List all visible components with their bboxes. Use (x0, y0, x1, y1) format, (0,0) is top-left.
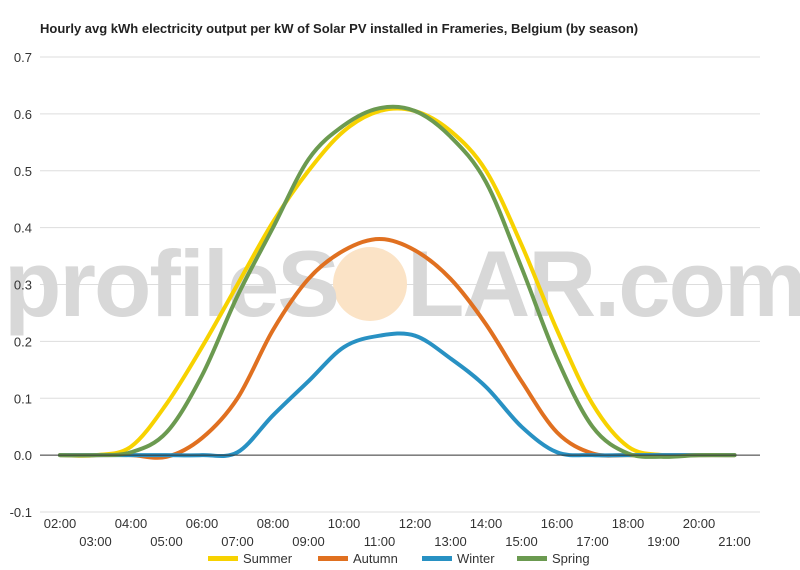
x-tick-label: 07:00 (221, 534, 254, 549)
x-tick-label: 06:00 (186, 516, 219, 531)
x-tick-label: 19:00 (647, 534, 680, 549)
legend-swatch-spring[interactable] (517, 556, 547, 561)
x-tick-label: 10:00 (328, 516, 361, 531)
x-axis: 02:00 04:00 06:00 08:00 10:00 12:00 14:00 16:00… (44, 516, 751, 549)
watermark-text-left: profileS (4, 231, 338, 336)
x-tick-label: 08:00 (257, 516, 290, 531)
x-tick-label: 20:00 (683, 516, 716, 531)
legend-label-autumn[interactable]: Autumn (353, 551, 398, 566)
legend-swatch-summer[interactable] (208, 556, 238, 561)
x-tick-label: 13:00 (434, 534, 467, 549)
legend: Summer Autumn Winter Spring (208, 551, 590, 566)
x-tick-label: 14:00 (470, 516, 503, 531)
y-axis: 0.7 0.6 0.5 0.4 0.3 0.2 0.1 0.0 -0.1 (10, 50, 760, 520)
legend-label-winter[interactable]: Winter (457, 551, 495, 566)
x-tick-label: 21:00 (718, 534, 751, 549)
x-tick-label: 03:00 (79, 534, 112, 549)
legend-swatch-autumn[interactable] (318, 556, 348, 561)
x-tick-label: 04:00 (115, 516, 148, 531)
chart-title: Hourly avg kWh electricity output per kW… (40, 21, 638, 36)
x-tick-label: 12:00 (399, 516, 432, 531)
series-line-spring (58, 104, 737, 459)
watermark-text-right: LAR.com (407, 231, 800, 336)
y-tick-label: 0.1 (14, 391, 32, 406)
x-tick-label: 02:00 (44, 516, 77, 531)
y-tick-label: 0.6 (14, 107, 32, 122)
x-tick-label: 17:00 (576, 534, 609, 549)
y-tick-label: 0.2 (14, 334, 32, 349)
y-tick-label: -0.1 (10, 505, 32, 520)
legend-swatch-winter[interactable] (422, 556, 452, 561)
x-tick-label: 09:00 (292, 534, 325, 549)
y-tick-label: 0.4 (14, 221, 32, 236)
x-tick-label: 11:00 (364, 534, 396, 549)
y-tick-label: 0.5 (14, 164, 32, 179)
x-tick-label: 16:00 (541, 516, 574, 531)
legend-label-spring[interactable]: Spring (552, 551, 590, 566)
x-tick-label: 15:00 (505, 534, 538, 549)
x-tick-label: 05:00 (150, 534, 183, 549)
watermark: profileS LAR.com (4, 231, 800, 336)
watermark-sun-icon (333, 247, 407, 321)
legend-label-summer[interactable]: Summer (243, 551, 293, 566)
y-tick-label: 0.0 (14, 448, 32, 463)
y-tick-label: 0.3 (14, 278, 32, 293)
x-tick-label: 18:00 (612, 516, 645, 531)
y-tick-label: 0.7 (14, 50, 32, 65)
